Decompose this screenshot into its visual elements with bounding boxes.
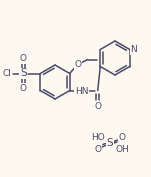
Text: O: O — [94, 102, 101, 111]
Text: HN: HN — [75, 87, 88, 96]
Text: O: O — [95, 144, 101, 153]
Text: O: O — [74, 60, 81, 69]
Text: S: S — [20, 68, 27, 79]
Text: HO: HO — [91, 133, 105, 142]
Text: O: O — [20, 84, 27, 93]
Text: OH: OH — [115, 144, 129, 153]
Text: S: S — [107, 138, 113, 148]
Text: O: O — [119, 133, 125, 142]
Text: O: O — [20, 54, 27, 63]
Text: N: N — [130, 45, 137, 54]
Text: Cl: Cl — [3, 69, 12, 78]
